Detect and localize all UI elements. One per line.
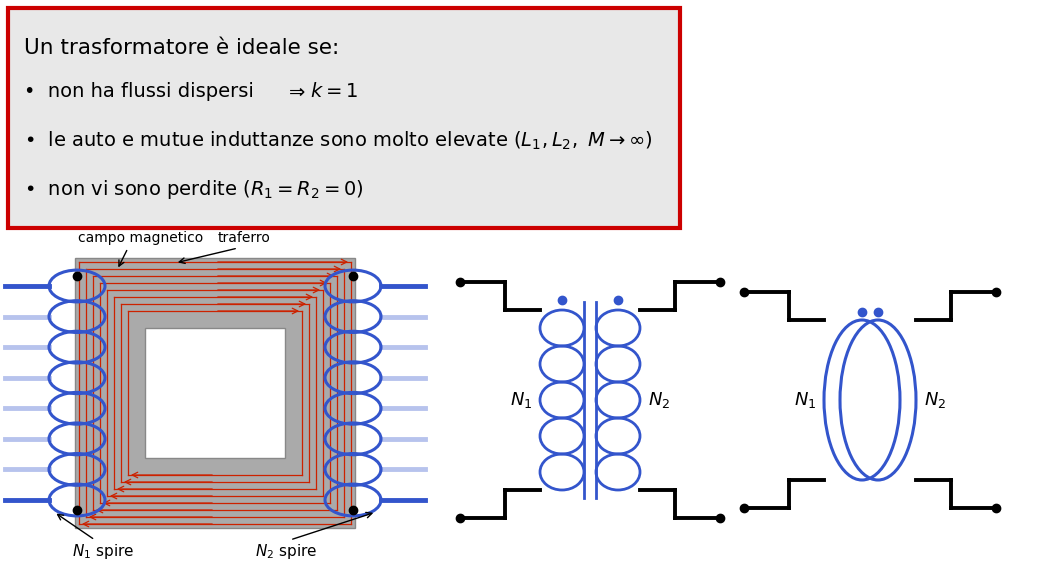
Text: •  non ha flussi dispersi: • non ha flussi dispersi <box>24 82 260 101</box>
Text: $k = 1$: $k = 1$ <box>310 82 357 101</box>
Bar <box>145 328 285 458</box>
Text: $N_2$: $N_2$ <box>648 390 670 410</box>
Text: traferro: traferro <box>218 231 271 245</box>
Text: $N_1$: $N_1$ <box>510 390 532 410</box>
Text: $N_2$: $N_2$ <box>924 390 946 410</box>
FancyBboxPatch shape <box>8 8 680 228</box>
Bar <box>75 258 355 528</box>
Text: •  non vi sono perdite ($R_1 = R_2 = 0$): • non vi sono perdite ($R_1 = R_2 = 0$) <box>24 178 364 201</box>
Text: Un trasformatore è ideale se:: Un trasformatore è ideale se: <box>24 38 340 58</box>
Text: $\Rightarrow$: $\Rightarrow$ <box>285 82 306 101</box>
Text: $N_2$ spire: $N_2$ spire <box>255 542 318 561</box>
Text: $N_1$ spire: $N_1$ spire <box>72 542 134 561</box>
Text: campo magnetico: campo magnetico <box>78 231 203 245</box>
Text: $N_1$: $N_1$ <box>793 390 816 410</box>
Text: •  le auto e mutue induttanze sono molto elevate ($L_1, L_2,\ M \rightarrow \inf: • le auto e mutue induttanze sono molto … <box>24 130 652 152</box>
